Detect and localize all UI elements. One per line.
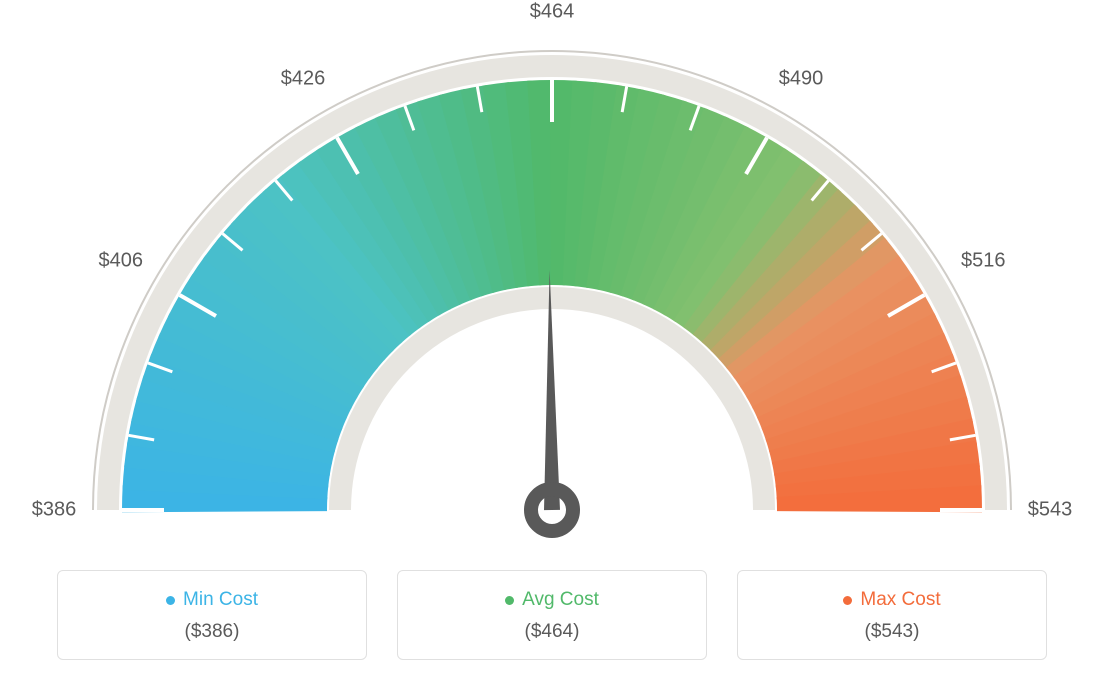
legend-card: Min Cost ($386)	[57, 570, 367, 660]
legend-value: ($464)	[408, 621, 696, 643]
gauge-tick-label: $490	[779, 67, 824, 90]
gauge-tick-label: $426	[281, 67, 326, 90]
gauge-tick-label: $386	[32, 499, 77, 522]
gauge-tick-label: $406	[98, 250, 143, 273]
legend: Min Cost ($386) Avg Cost ($464) Max Cost ($54…	[50, 570, 1054, 660]
gauge-tick-label: $516	[961, 250, 1006, 273]
legend-dot-icon	[843, 596, 852, 605]
legend-value: ($543)	[748, 621, 1036, 643]
legend-title: Min Cost	[183, 589, 258, 611]
gauge-chart: $386 $406 $426 $464 $490 $516 $543	[0, 0, 1104, 560]
legend-card: Avg Cost ($464)	[397, 570, 707, 660]
legend-value: ($386)	[68, 621, 356, 643]
cost-gauge-container: $386 $406 $426 $464 $490 $516 $543 Min Cost ($3…	[0, 0, 1104, 690]
legend-dot-icon	[166, 596, 175, 605]
legend-title-row: Max Cost	[748, 589, 1036, 611]
legend-title-row: Avg Cost	[408, 589, 696, 611]
gauge-tick-label: $464	[530, 1, 575, 24]
legend-title-row: Min Cost	[68, 589, 356, 611]
legend-card: Max Cost ($543)	[737, 570, 1047, 660]
legend-title: Avg Cost	[522, 589, 599, 611]
legend-dot-icon	[505, 596, 514, 605]
legend-title: Max Cost	[860, 589, 940, 611]
gauge-tick-label: $543	[1028, 499, 1073, 522]
